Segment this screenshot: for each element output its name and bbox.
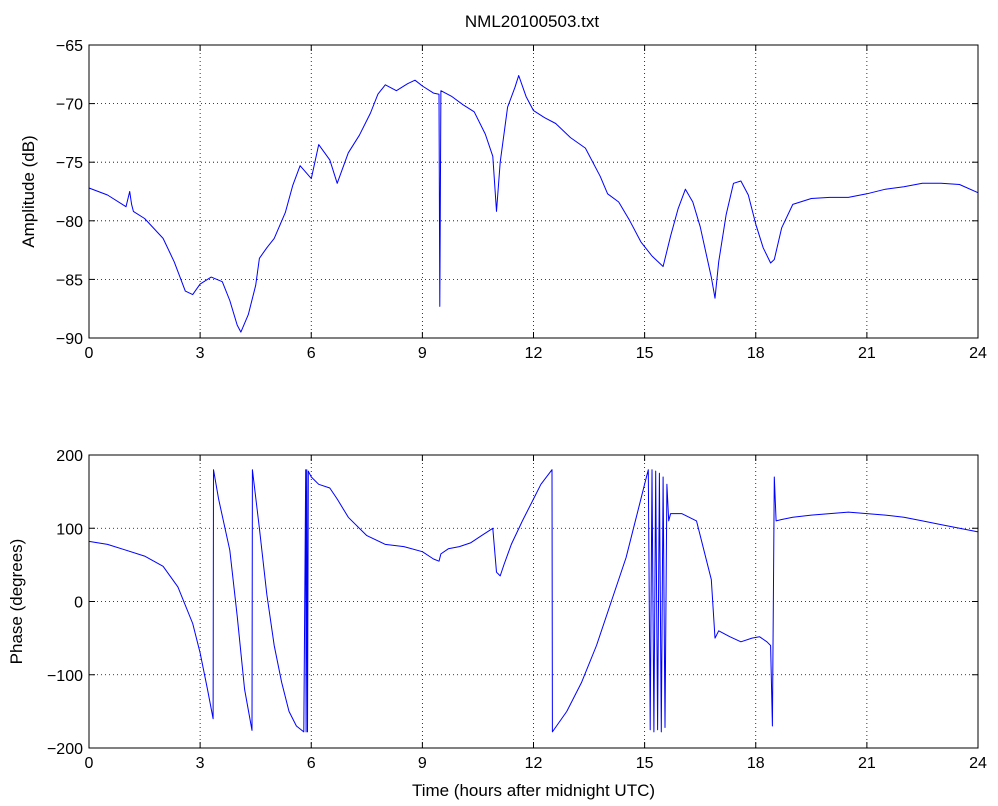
amplitude-x-tick-label: 24: [969, 345, 987, 362]
amplitude-x-tick-label: 21: [858, 345, 876, 362]
phase-x-tick-label: 9: [418, 755, 427, 772]
amplitude-x-tick-label: 12: [525, 345, 543, 362]
phase-x-tick-label: 3: [196, 755, 205, 772]
amplitude-y-tick-label: −65: [56, 38, 83, 55]
amplitude-x-tick-label: 18: [747, 345, 765, 362]
phase-x-axis-label: Time (hours after midnight UTC): [412, 781, 655, 800]
phase-y-tick-label: 0: [74, 595, 83, 612]
phase-x-tick-label: 18: [747, 755, 765, 772]
amplitude-x-tick-label: 6: [307, 345, 316, 362]
amplitude-y-axis-label: Amplitude (dB): [19, 135, 38, 247]
phase-y-tick-label: −200: [47, 741, 83, 758]
amplitude-panel: 0 3 6 9 12 15 18 21 24 −90 −85 −80 −75 −70 −65 Amplitu…: [19, 38, 987, 362]
phase-x-tick-label: 21: [858, 755, 876, 772]
phase-panel: 0 3 6 9 12 15 18 21 24 −200 −100 0 100 200 Phase (deg…: [7, 448, 987, 800]
amplitude-x-tick-label: 0: [85, 345, 94, 362]
amplitude-y-tick-label: −70: [56, 97, 83, 114]
phase-y-tick-label: 100: [56, 521, 83, 538]
amplitude-y-tick-label: −80: [56, 214, 83, 231]
phase-x-tick-label: 15: [636, 755, 654, 772]
phase-y-tick-label: 200: [56, 448, 83, 465]
amplitude-plot-area: [89, 45, 978, 338]
amplitude-y-tick-label: −75: [56, 155, 83, 172]
phase-y-axis-label: Phase (degrees): [7, 539, 26, 665]
amplitude-x-tick-label: 9: [418, 345, 427, 362]
phase-x-tick-label: 0: [85, 755, 94, 772]
amplitude-x-tick-label: 3: [196, 345, 205, 362]
amplitude-x-tick-label: 15: [636, 345, 654, 362]
phase-x-tick-label: 6: [307, 755, 316, 772]
phase-x-tick-label: 24: [969, 755, 987, 772]
phase-x-tick-label: 12: [525, 755, 543, 772]
amplitude-y-tick-label: −90: [56, 331, 83, 348]
amplitude-y-tick-label: −85: [56, 272, 83, 289]
figure-title: NML20100503.txt: [465, 12, 599, 31]
phase-y-tick-label: −100: [47, 668, 83, 685]
